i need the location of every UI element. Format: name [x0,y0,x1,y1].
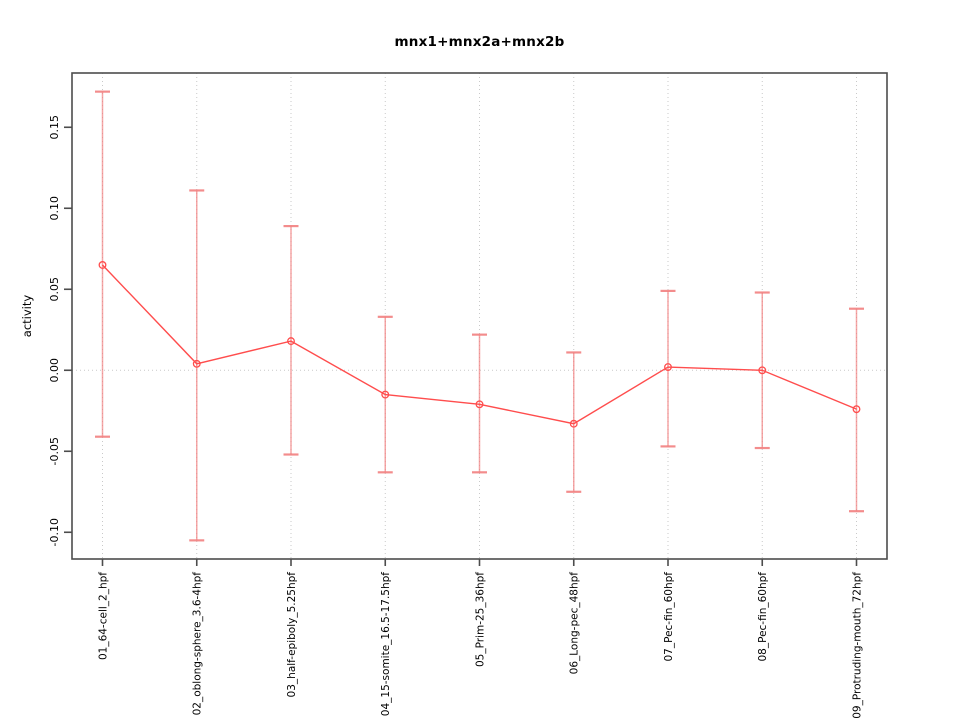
data-point [852,405,861,414]
x-tick-label: 03_half-epiboly_5.25hpf [286,572,298,698]
x-tick-label: 09_Protruding-mouth_72hpf [851,572,863,719]
x-tick-label: 08_Pec-fin_60hpf [757,572,769,662]
x-tick-label: 07_Pec-fin_60hpf [663,572,675,662]
data-point [192,359,201,368]
y-tick-label: 0.10 [48,196,61,221]
data-point [664,363,672,371]
x-tick-label: 06_Long-pec_48hpf [569,572,581,675]
y-tick-label: 0.00 [48,358,61,383]
x-tick-label: 02_oblong-sphere_3.6-4hpf [192,572,204,716]
data-point [569,419,578,428]
y-tick-label: -0.05 [48,437,61,465]
x-tick-label: 05_Prim-25_36hpf [474,572,486,667]
data-point [475,400,484,409]
data-point [287,337,295,346]
chart-title: mnx1+mnx2a+mnx2b [394,34,565,50]
plot-frame [71,72,888,560]
data-point [758,366,767,375]
x-tick-label: 04_15-somite_16.5-17.5hpf [380,572,392,716]
data-point [98,261,107,269]
x-tick-label: 01_64-cell_2_hpf [97,572,109,660]
y-tick-label: 0.05 [48,277,61,302]
data-line [101,264,857,425]
y-tick-label: 0.15 [48,115,61,139]
data-point [381,390,390,399]
y-tick-label: -0.10 [48,518,61,546]
